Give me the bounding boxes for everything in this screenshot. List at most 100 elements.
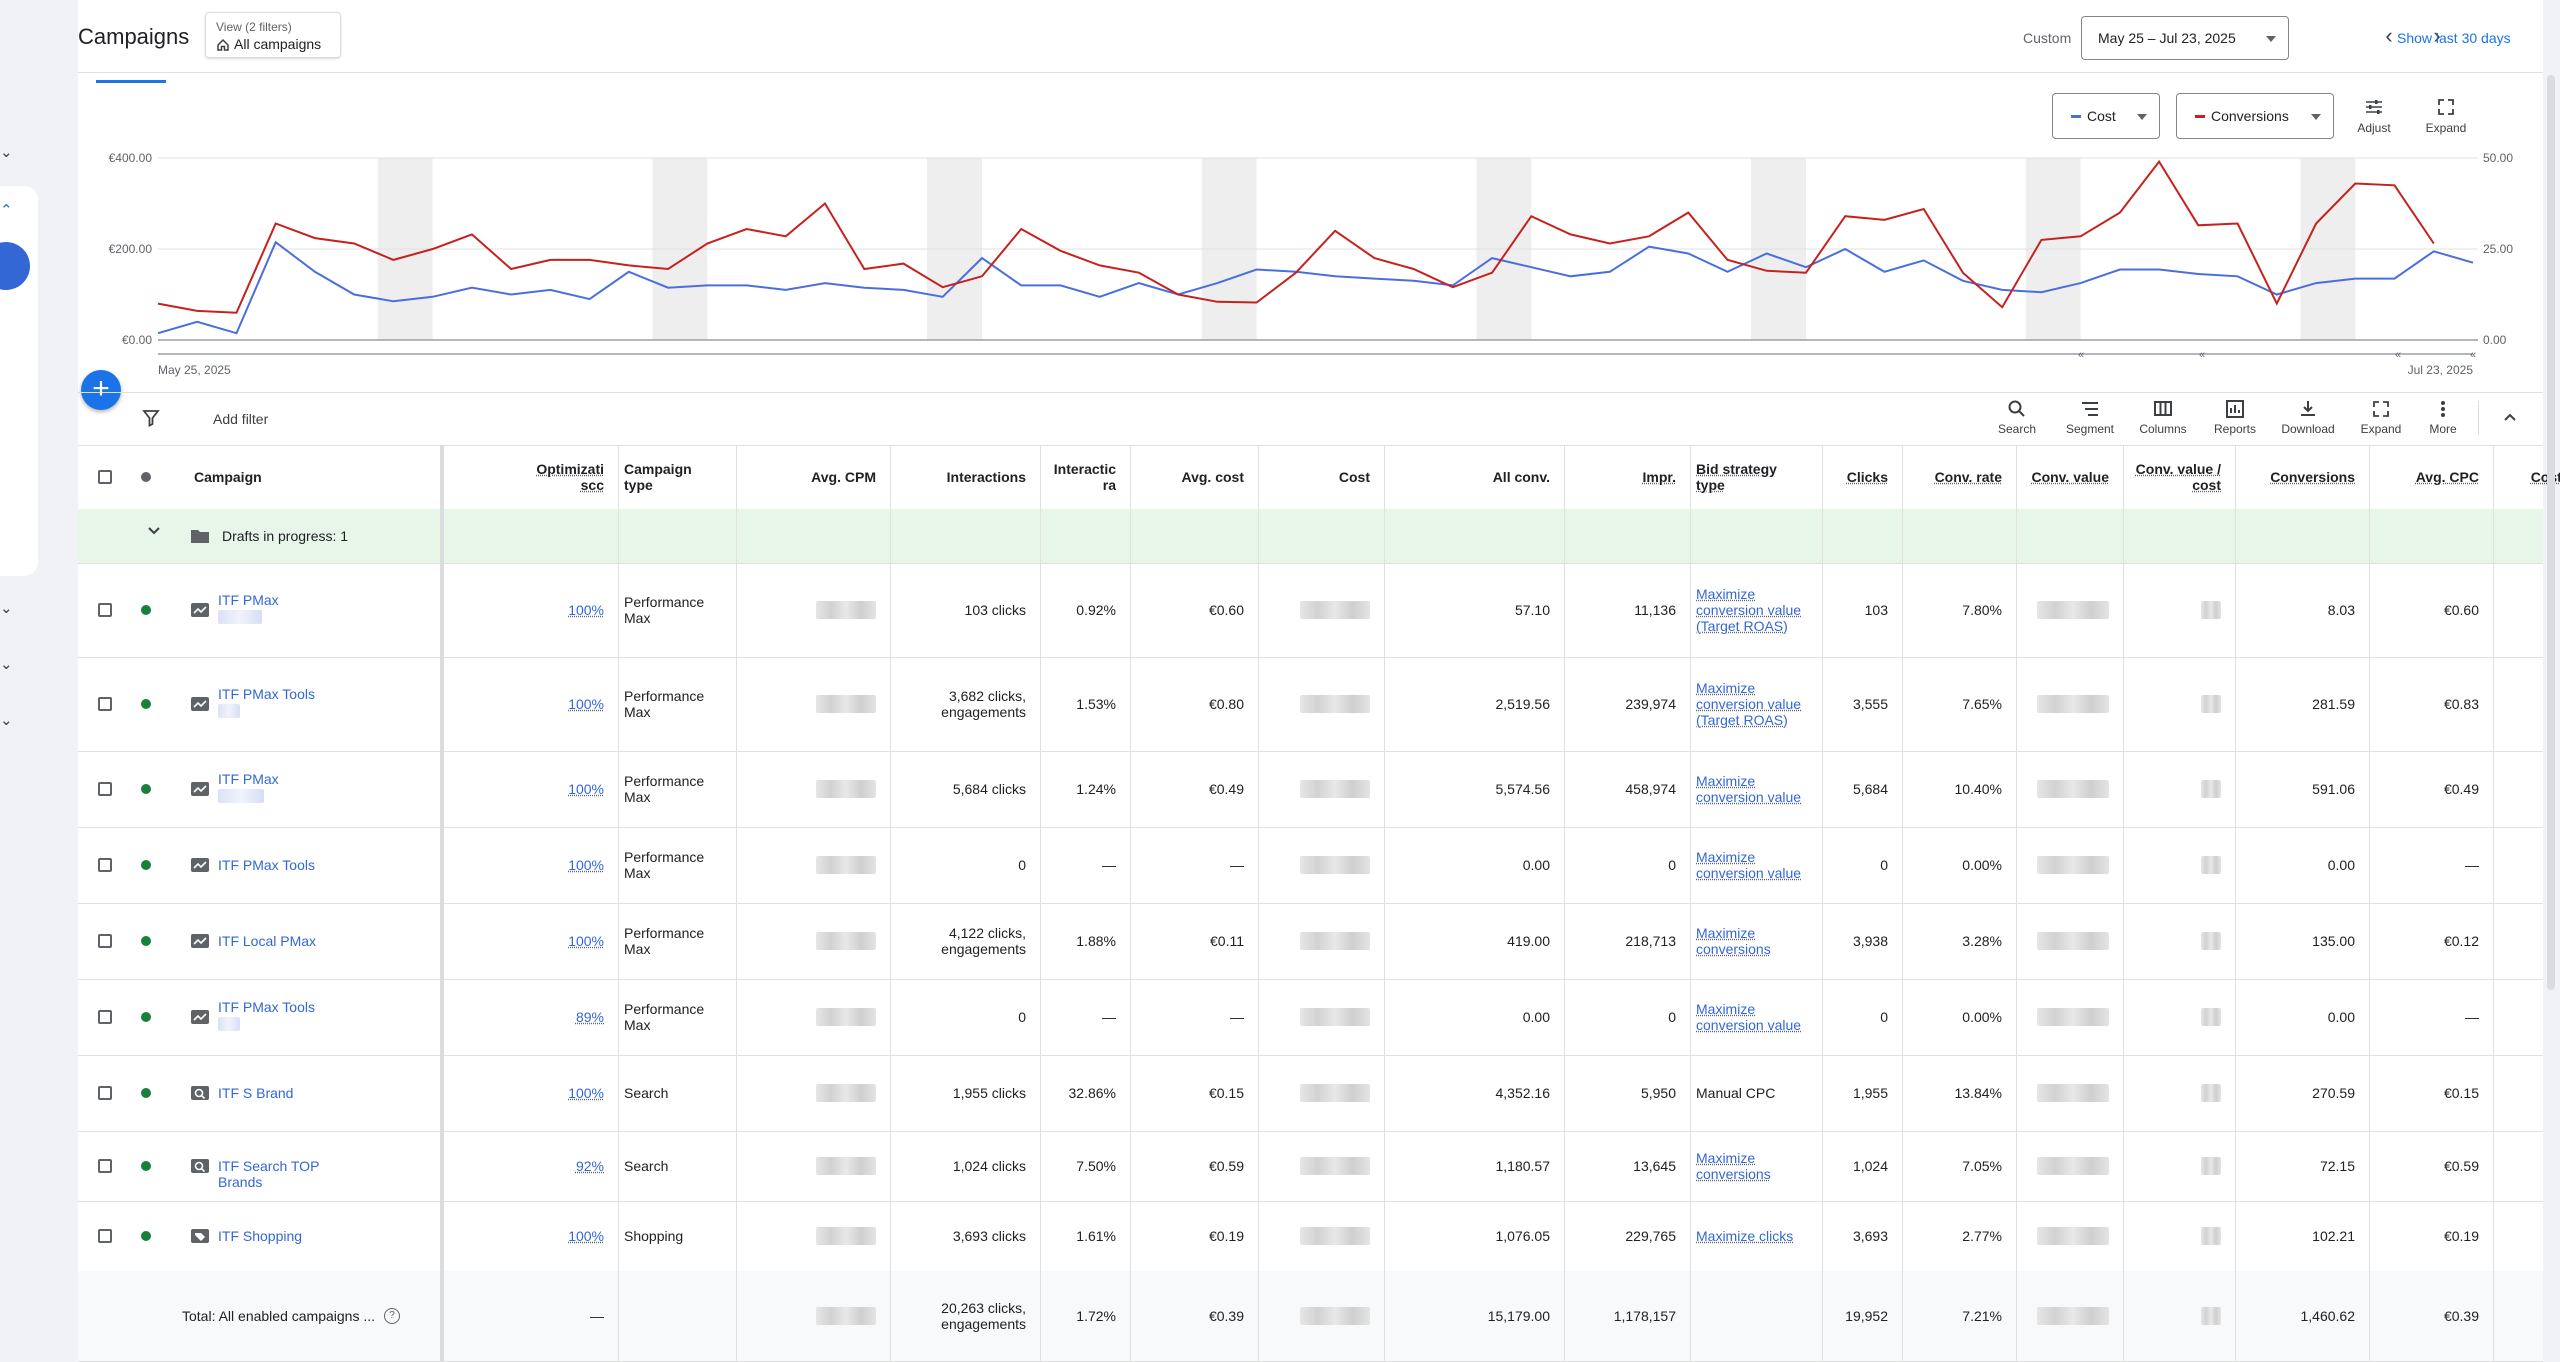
- more-button[interactable]: More: [2413, 399, 2473, 436]
- campaign-name-link[interactable]: ITF PMax Tools: [212, 857, 342, 873]
- cell-opt[interactable]: 100%: [518, 657, 618, 751]
- annotation-marker[interactable]: «: [2199, 349, 2205, 361]
- chevron-down-icon[interactable]: ⌄: [0, 656, 13, 673]
- column-header-type[interactable]: Campaign type: [618, 445, 736, 509]
- table-expand-button[interactable]: Expand: [2351, 399, 2411, 436]
- cell-bid[interactable]: Maximize conversion value: [1690, 827, 1822, 903]
- metric-cost-select[interactable]: Cost: [2052, 93, 2160, 139]
- column-header-clicks[interactable]: Clicks: [1822, 445, 1902, 509]
- column-header-all-conv[interactable]: All conv.: [1384, 445, 1564, 509]
- column-header-opt[interactable]: Optimizati scc: [518, 445, 618, 509]
- cell-bid[interactable]: Maximize conversions: [1690, 903, 1822, 979]
- cell-value[interactable]: 100%: [568, 781, 604, 797]
- cell-value[interactable]: Maximize conversion value: [1696, 849, 1802, 881]
- cell-value[interactable]: 100%: [568, 857, 604, 873]
- campaign-name-link[interactable]: ITF PMax: [212, 592, 342, 624]
- row-checkbox[interactable]: [98, 1086, 112, 1100]
- status-enabled-dot[interactable]: [141, 1012, 151, 1022]
- chevron-down-icon[interactable]: ⌄: [0, 144, 13, 161]
- vertical-scrollbar[interactable]: [2547, 75, 2555, 990]
- table-row[interactable]: ITF PMax 100% Performance Max 5,684 clicks 1…: [78, 751, 2543, 828]
- row-checkbox[interactable]: [98, 1159, 112, 1173]
- row-checkbox[interactable]: [98, 1010, 112, 1024]
- table-row[interactable]: ITF S Brand 100% Search 1,955 clicks 32.86% €…: [78, 1055, 2543, 1132]
- cell-bid[interactable]: Maximize conversion value (Target ROAS): [1690, 563, 1822, 657]
- cell-bid[interactable]: Maximize conversion value: [1690, 979, 1822, 1055]
- show-last-30-days-link[interactable]: Show last 30 days: [2397, 30, 2511, 46]
- column-header-avg-cost[interactable]: Avg. cost: [1130, 445, 1258, 509]
- campaign-name-link[interactable]: ITF PMax: [212, 771, 342, 803]
- cell-value[interactable]: 100%: [568, 602, 604, 618]
- chevron-up-icon[interactable]: [2502, 409, 2518, 425]
- status-enabled-dot[interactable]: [141, 605, 151, 615]
- table-row[interactable]: ITF Search TOP Brands 92% Search 1,024 clic…: [78, 1131, 2543, 1202]
- table-row[interactable]: ITF PMax Tools 89% Performance Max 0 — — 0.00 0…: [78, 979, 2543, 1056]
- campaign-name-link[interactable]: ITF PMax Tools: [212, 999, 342, 1031]
- cell-opt[interactable]: 100%: [518, 1201, 618, 1271]
- campaign-name-link[interactable]: ITF Local PMax: [212, 933, 342, 949]
- chevron-right-icon[interactable]: ›: [2433, 23, 2441, 48]
- add-campaign-fab[interactable]: +: [81, 370, 121, 410]
- row-checkbox[interactable]: [98, 697, 112, 711]
- row-checkbox[interactable]: [98, 858, 112, 872]
- annotation-marker[interactable]: «: [2470, 349, 2476, 361]
- cell-bid[interactable]: Maximize clicks: [1690, 1201, 1822, 1271]
- chart-expand-button[interactable]: Expand: [2416, 97, 2476, 135]
- help-icon[interactable]: ?: [384, 1308, 400, 1324]
- table-row[interactable]: ITF PMax 100% Performance Max 103 clicks 0.9…: [78, 563, 2543, 658]
- chevron-down-icon[interactable]: ⌄: [0, 600, 13, 617]
- cell-value[interactable]: 100%: [568, 933, 604, 949]
- cell-opt[interactable]: 100%: [518, 903, 618, 979]
- cell-bid[interactable]: Maximize conversion value: [1690, 751, 1822, 827]
- column-header-conv-rate[interactable]: Conv. rate: [1902, 445, 2016, 509]
- cell-opt[interactable]: 89%: [518, 979, 618, 1055]
- campaign-name-link[interactable]: ITF PMax Tools: [212, 686, 342, 718]
- column-header-bid[interactable]: Bid strategy type: [1690, 445, 1822, 509]
- row-checkbox[interactable]: [98, 603, 112, 617]
- status-enabled-dot[interactable]: [141, 1088, 151, 1098]
- metric-conversions-select[interactable]: Conversions: [2176, 93, 2334, 139]
- column-header-conversions[interactable]: Conversions: [2235, 445, 2369, 509]
- reports-button[interactable]: Reports: [2205, 399, 2265, 436]
- cell-value[interactable]: Maximize conversion value (Target ROAS): [1696, 680, 1802, 728]
- chevron-down-icon[interactable]: ⌄: [0, 712, 13, 729]
- column-header-avg-cpc[interactable]: Avg. CPC: [2369, 445, 2493, 509]
- cell-value[interactable]: 100%: [568, 1228, 604, 1244]
- cell-opt[interactable]: 92%: [518, 1131, 618, 1201]
- campaign-name-link[interactable]: ITF Search TOP Brands: [212, 1158, 342, 1190]
- status-column-icon[interactable]: [141, 472, 151, 482]
- status-enabled-dot[interactable]: [141, 784, 151, 794]
- drafts-row[interactable]: Drafts in progress: 1: [78, 509, 2543, 564]
- column-header-conv-value[interactable]: Conv. value: [2016, 445, 2123, 509]
- status-enabled-dot[interactable]: [141, 1161, 151, 1171]
- table-row[interactable]: ITF Shopping 100% Shopping 3,693 clicks 1.61…: [78, 1201, 2543, 1272]
- table-row[interactable]: ITF PMax Tools 100% Performance Max 3,682 c…: [78, 657, 2543, 752]
- select-all-checkbox[interactable]: [98, 470, 112, 484]
- row-checkbox[interactable]: [98, 934, 112, 948]
- cell-bid[interactable]: Manual CPC: [1690, 1055, 1822, 1131]
- cell-value[interactable]: Maximize conversion value (Target ROAS): [1696, 586, 1802, 634]
- column-header-cost[interactable]: Cost: [1258, 445, 1384, 509]
- view-selector[interactable]: View (2 filters) All campaigns: [205, 12, 341, 58]
- cell-value[interactable]: Maximize clicks: [1696, 1228, 1794, 1244]
- status-enabled-dot[interactable]: [141, 936, 151, 946]
- cell-value[interactable]: 92%: [575, 1158, 604, 1174]
- columns-button[interactable]: Columns: [2133, 399, 2193, 436]
- table-row[interactable]: ITF Local PMax 100% Performance Max 4,122 c…: [78, 903, 2543, 980]
- cell-value[interactable]: Maximize conversion value: [1696, 1001, 1802, 1033]
- cell-value[interactable]: 100%: [568, 696, 604, 712]
- column-header-int-rate[interactable]: Interactic ra: [1040, 445, 1130, 509]
- chevron-up-icon[interactable]: ⌃: [0, 202, 13, 219]
- row-checkbox[interactable]: [98, 1229, 112, 1243]
- annotation-marker[interactable]: «: [2395, 349, 2401, 361]
- add-filter-button[interactable]: Add filter: [213, 411, 269, 427]
- cell-opt[interactable]: 100%: [518, 1055, 618, 1131]
- search-button[interactable]: Search: [1987, 399, 2047, 436]
- date-range-picker[interactable]: May 25 – Jul 23, 2025: [2081, 16, 2289, 60]
- status-enabled-dot[interactable]: [141, 1231, 151, 1241]
- column-header-interactions[interactable]: Interactions: [890, 445, 1040, 509]
- cell-value[interactable]: Maximize conversions: [1696, 1150, 1771, 1182]
- cell-value[interactable]: Manual CPC: [1696, 1085, 1776, 1101]
- filter-icon[interactable]: [142, 409, 160, 427]
- column-header-cv-cost[interactable]: Conv. value / cost: [2123, 445, 2235, 509]
